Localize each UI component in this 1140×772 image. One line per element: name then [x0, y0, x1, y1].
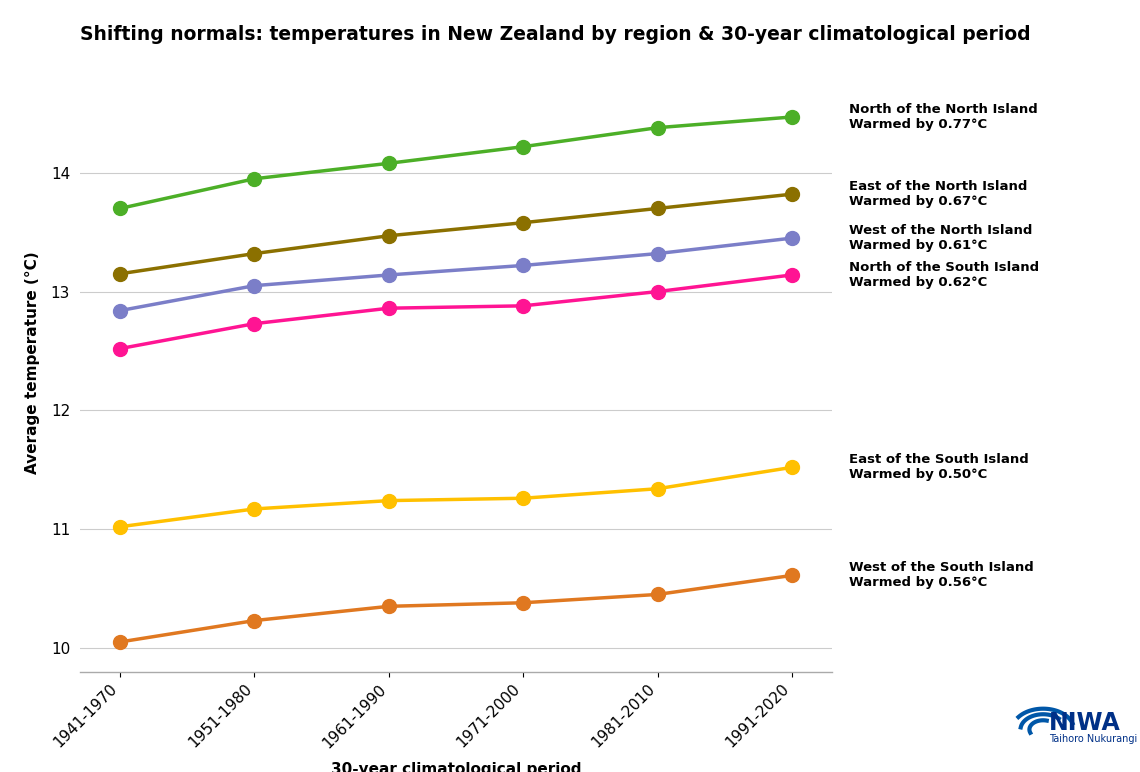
Y-axis label: Average temperature (°C): Average temperature (°C): [25, 252, 40, 474]
Text: Shifting normals: temperatures in New Zealand by region & 30-year climatological: Shifting normals: temperatures in New Ze…: [80, 25, 1031, 44]
Text: West of the North Island
Warmed by 0.61°C: West of the North Island Warmed by 0.61°…: [849, 224, 1033, 252]
Text: NIWA: NIWA: [1049, 711, 1121, 736]
Text: East of the North Island
Warmed by 0.67°C: East of the North Island Warmed by 0.67°…: [849, 180, 1027, 208]
Text: North of the South Island
Warmed by 0.62°C: North of the South Island Warmed by 0.62…: [849, 261, 1040, 289]
X-axis label: 30-year climatological period: 30-year climatological period: [331, 762, 581, 772]
Text: East of the South Island
Warmed by 0.50°C: East of the South Island Warmed by 0.50°…: [849, 453, 1029, 482]
Text: Taihoro Nukurangi: Taihoro Nukurangi: [1049, 734, 1137, 743]
Text: West of the South Island
Warmed by 0.56°C: West of the South Island Warmed by 0.56°…: [849, 561, 1034, 590]
Text: North of the North Island
Warmed by 0.77°C: North of the North Island Warmed by 0.77…: [849, 103, 1039, 131]
